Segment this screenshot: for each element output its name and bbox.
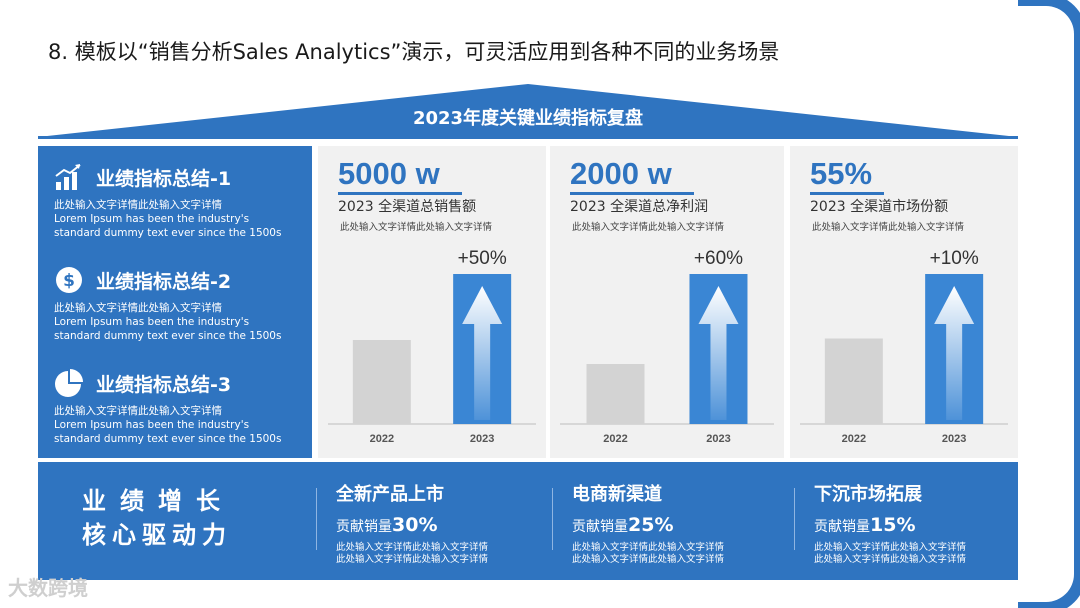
kpi-subtitle: 2023 全渠道市场份额: [810, 199, 949, 215]
decorative-corner-arc: [1018, 0, 1080, 608]
summary-panel: 业绩指标总结-1 此处输入文字详情此处输入文字详情 Lorem Ipsum ha…: [38, 146, 312, 458]
kpi-underline: [338, 192, 462, 195]
kpi-underline: [570, 192, 694, 195]
driver-contribution: 贡献销量15%: [814, 514, 916, 536]
summary-desc: 此处输入文字详情此处输入文字详情 Lorem Ipsum has been th…: [54, 405, 282, 445]
bar-2022: [352, 340, 411, 424]
bar-2022: [586, 364, 645, 424]
driver-item: 电商新渠道 贡献销量25% 此处输入文字详情此处输入文字详情 此处输入文字详情此…: [572, 480, 792, 566]
summary-title: 业绩指标总结-3: [96, 374, 232, 396]
kpi-chart: 2022 +50% 2023: [328, 248, 536, 445]
summary-item: 业绩指标总结-1 此处输入文字详情此处输入文字详情 Lorem Ipsum ha…: [54, 158, 312, 261]
growth-label: +60%: [694, 248, 743, 269]
svg-text:$: $: [63, 271, 75, 291]
bar-2022: [824, 338, 883, 424]
driver-title: 全新产品上市: [336, 484, 444, 505]
tick-label-2023: 2023: [706, 433, 730, 445]
driver-item: 全新产品上市 贡献销量30% 此处输入文字详情此处输入文字详情 此处输入文字详情…: [336, 480, 556, 566]
kpi-card-share: 55% 2023 全渠道市场份额 此处输入文字详情此处输入文字详情 2022 +1…: [790, 146, 1018, 458]
divider: [794, 488, 795, 550]
pie-chart-icon: [55, 369, 83, 397]
summary-desc: 此处输入文字详情此处输入文字详情 Lorem Ipsum has been th…: [54, 199, 282, 239]
kpi-value: 5000 w: [338, 156, 440, 191]
growth-arrow: [934, 286, 975, 420]
tick-label-2022: 2022: [370, 433, 394, 445]
kpi-card-sales: 5000 w 2023 全渠道总销售额 此处输入文字详情此处输入文字详情 202…: [318, 146, 546, 458]
growth-label: +10%: [930, 248, 979, 269]
summary-title: 业绩指标总结-2: [96, 271, 232, 293]
growth-drivers-band: 业绩增长 核心驱动力 全新产品上市 贡献销量30% 此处输入文字详情此处输入文字…: [38, 462, 1018, 580]
driver-title: 电商新渠道: [572, 484, 662, 505]
summary-title: 业绩指标总结-1: [96, 168, 232, 190]
driver-item: 下沉市场拓展 贡献销量15% 此处输入文字详情此处输入文字详情 此处输入文字详情…: [814, 480, 1034, 566]
summary-item: $ 业绩指标总结-2 此处输入文字详情此处输入文字详情 Lorem Ipsum …: [54, 261, 312, 364]
core-drivers-title: 业绩增长 核心驱动力: [82, 487, 234, 549]
kpi-subtitle: 2023 全渠道总销售额: [338, 199, 477, 215]
driver-desc: 此处输入文字详情此处输入文字详情 此处输入文字详情此处输入文字详情: [572, 542, 725, 565]
divider: [316, 488, 317, 550]
tick-label-2023: 2023: [942, 433, 966, 445]
kpi-chart: 2022 +60% 2023: [560, 248, 774, 445]
page-title: 8. 模板以“销售分析Sales Analytics”演示，可灵活应用到各种不同…: [48, 40, 780, 64]
summary-desc: 此处输入文字详情此处输入文字详情 Lorem Ipsum has been th…: [54, 302, 282, 342]
banner-title: 2023年度关键业绩指标复盘: [412, 108, 644, 129]
driver-contribution: 贡献销量25%: [572, 514, 674, 536]
driver-desc: 此处输入文字详情此处输入文字详情 此处输入文字详情此处输入文字详情: [336, 542, 489, 565]
bar-chart-growth-icon: [55, 164, 81, 190]
growth-arrow: [462, 286, 503, 420]
banner-roof: [38, 84, 1018, 140]
kpi-desc: 此处输入文字详情此处输入文字详情: [812, 222, 965, 233]
kpi-chart: 2022 +10% 2023: [800, 248, 1008, 445]
kpi-value: 55%: [810, 156, 873, 191]
kpi-value: 2000 w: [570, 156, 672, 191]
kpi-desc: 此处输入文字详情此处输入文字详情: [340, 222, 493, 233]
driver-title: 下沉市场拓展: [814, 484, 922, 505]
tick-label-2022: 2022: [603, 433, 627, 445]
kpi-subtitle: 2023 全渠道总净利润: [570, 199, 709, 215]
driver-desc: 此处输入文字详情此处输入文字详情 此处输入文字详情此处输入文字详情: [814, 542, 967, 565]
divider: [552, 488, 553, 550]
tick-label-2022: 2022: [842, 433, 866, 445]
dollar-coin-icon: $: [56, 267, 82, 293]
growth-label: +50%: [458, 248, 507, 269]
tick-label-2023: 2023: [470, 433, 494, 445]
growth-arrow: [698, 286, 739, 420]
summary-item: 业绩指标总结-3 此处输入文字详情此处输入文字详情 Lorem Ipsum ha…: [54, 364, 312, 467]
driver-contribution: 贡献销量30%: [336, 514, 438, 536]
kpi-desc: 此处输入文字详情此处输入文字详情: [572, 222, 725, 233]
kpi-underline: [810, 192, 884, 195]
kpi-card-profit: 2000 w 2023 全渠道总净利润 此处输入文字详情此处输入文字详情 202…: [550, 146, 784, 458]
watermark-logo: 大数跨境: [8, 576, 88, 600]
